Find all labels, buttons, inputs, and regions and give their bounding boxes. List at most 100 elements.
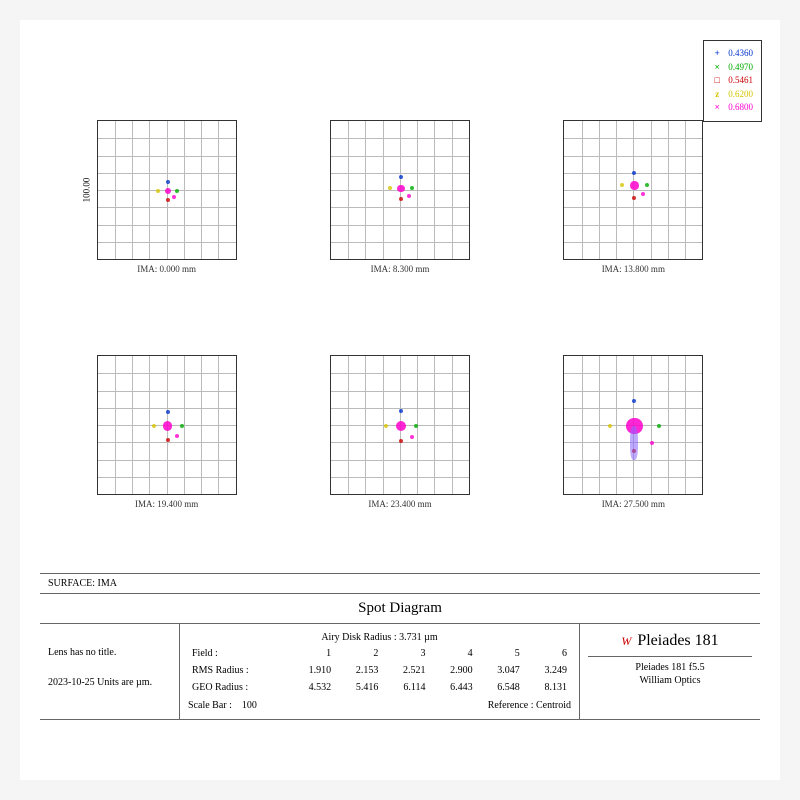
table-cell: 6: [524, 645, 571, 662]
spot-halo: [399, 409, 403, 413]
ima-label: IMA: 13.800 mm: [547, 264, 720, 274]
ima-label: IMA: 0.000 mm: [80, 264, 253, 274]
spot-halo: [645, 183, 649, 187]
surface-label: SURFACE: IMA: [40, 574, 760, 594]
table-cell: 6.114: [382, 679, 429, 696]
spot-halo: [384, 424, 388, 428]
scale-bar-label: Scale Bar :: [188, 700, 232, 711]
table-cell: 2.521: [382, 662, 429, 679]
grid-box: [97, 355, 237, 495]
table-cell: 3: [382, 645, 429, 662]
legend-symbol: +: [712, 47, 722, 61]
legend-item: ×0.6800: [712, 101, 753, 115]
table-cell: 4.532: [288, 679, 335, 696]
spot-halo: [152, 424, 156, 428]
ima-label: IMA: 8.300 mm: [313, 264, 486, 274]
spot-core: [165, 188, 171, 194]
table-cell: 6.548: [477, 679, 524, 696]
info-panel: SURFACE: IMA Spot Diagram Lens has no ti…: [40, 573, 760, 720]
spot-diagram-page: +0.4360×0.4970□0.5461z0.6200×0.6800 100.…: [20, 20, 780, 780]
spot-halo: [632, 399, 636, 403]
scale-bar-value: 100: [242, 700, 257, 711]
spot-grid-area: 100.00 IMA: 0.000 mm IMA: 8.300 mm IMA: 13.…: [80, 120, 720, 560]
legend-value: 0.6800: [728, 101, 753, 115]
ima-label: IMA: 19.400 mm: [80, 499, 253, 509]
ima-label: IMA: 23.400 mm: [313, 499, 486, 509]
diagram-title: Spot Diagram: [40, 594, 760, 624]
grid-box: [563, 120, 703, 260]
spot-halo: [632, 196, 636, 200]
table-cell: 8.131: [524, 679, 571, 696]
brand-sub1: Pleiades 181 f5.5: [588, 661, 752, 674]
grid-box: 100.00: [97, 120, 237, 260]
brand-logo: W: [621, 634, 631, 649]
spot-tail: [630, 426, 638, 460]
spot-halo: [175, 189, 179, 193]
table-cell: 5: [477, 645, 524, 662]
table-cell: 5.416: [335, 679, 382, 696]
spot-panel: 100.00 IMA: 0.000 mm: [80, 120, 253, 325]
spot-panel: IMA: 8.300 mm: [313, 120, 486, 325]
spot-halo: [399, 197, 403, 201]
lens-date: 2023-10-25 Units are µm.: [48, 675, 171, 690]
brand-block: W Pleiades 181 Pleiades 181 f5.5 William…: [580, 624, 760, 719]
legend-item: □ 0.5461: [712, 74, 753, 88]
spot-halo: [180, 424, 184, 428]
spot-halo: [410, 435, 414, 439]
wavelength-legend: +0.4360×0.4970□0.5461z0.6200×0.6800: [703, 40, 762, 122]
legend-item: z 0.6200: [712, 88, 753, 102]
legend-symbol: ×: [712, 61, 722, 75]
table-cell: 3.249: [524, 662, 571, 679]
axis-label: 100.00: [81, 178, 91, 203]
table-cell: 1: [288, 645, 335, 662]
spot-halo: [407, 194, 411, 198]
lens-meta: Lens has no title. 2023-10-25 Units are …: [40, 624, 180, 719]
table-cell: 3.047: [477, 662, 524, 679]
spot-halo: [166, 410, 170, 414]
spot-halo: [172, 195, 176, 199]
spot-panel: IMA: 13.800 mm: [547, 120, 720, 325]
brand-name: Pleiades 181: [637, 632, 718, 650]
spot-halo: [641, 192, 645, 196]
data-table-area: Airy Disk Radius : 3.731 µm Field :12345…: [180, 624, 580, 719]
legend-value: 0.5461: [728, 74, 753, 88]
table-cell: 6.443: [429, 679, 476, 696]
table-cell: 2.900: [429, 662, 476, 679]
legend-symbol: z: [712, 88, 722, 102]
legend-value: 0.4360: [728, 47, 753, 61]
table-cell: 2.153: [335, 662, 382, 679]
spot-panel: IMA: 19.400 mm: [80, 355, 253, 560]
grid-box: [330, 355, 470, 495]
table-cell: 2: [335, 645, 382, 662]
legend-symbol: □: [712, 74, 722, 88]
spot-halo: [620, 183, 624, 187]
rms-row: RMS Radius :1.9102.1532.5212.9003.0473.2…: [188, 662, 571, 679]
reference-label: Reference : Centroid: [488, 698, 571, 713]
grid-box: [330, 120, 470, 260]
legend-value: 0.4970: [728, 61, 753, 75]
spot-halo: [156, 189, 160, 193]
spot-panel: IMA: 27.500 mm: [547, 355, 720, 560]
field-row: Field :123456: [188, 645, 571, 662]
spot-halo: [657, 424, 661, 428]
spot-core: [396, 421, 407, 432]
spot-halo: [632, 171, 636, 175]
legend-item: × 0.4970: [712, 61, 753, 75]
spot-halo: [166, 198, 170, 202]
airy-radius: Airy Disk Radius : 3.731 µm: [188, 630, 571, 645]
spot-halo: [175, 434, 179, 438]
table-cell: 1.910: [288, 662, 335, 679]
brand-sub2: William Optics: [588, 674, 752, 687]
spot-halo: [410, 186, 414, 190]
spot-core: [397, 185, 404, 192]
spot-core: [630, 181, 638, 189]
geo-row: GEO Radius :4.5325.4166.1146.4436.5488.1…: [188, 679, 571, 696]
spot-halo: [166, 438, 170, 442]
spot-halo: [166, 180, 170, 184]
legend-value: 0.6200: [728, 88, 753, 102]
brand-name-row: W Pleiades 181: [588, 632, 752, 650]
spot-panel: IMA: 23.400 mm: [313, 355, 486, 560]
ima-label: IMA: 27.500 mm: [547, 499, 720, 509]
legend-item: +0.4360: [712, 47, 753, 61]
data-block: Lens has no title. 2023-10-25 Units are …: [40, 624, 760, 719]
